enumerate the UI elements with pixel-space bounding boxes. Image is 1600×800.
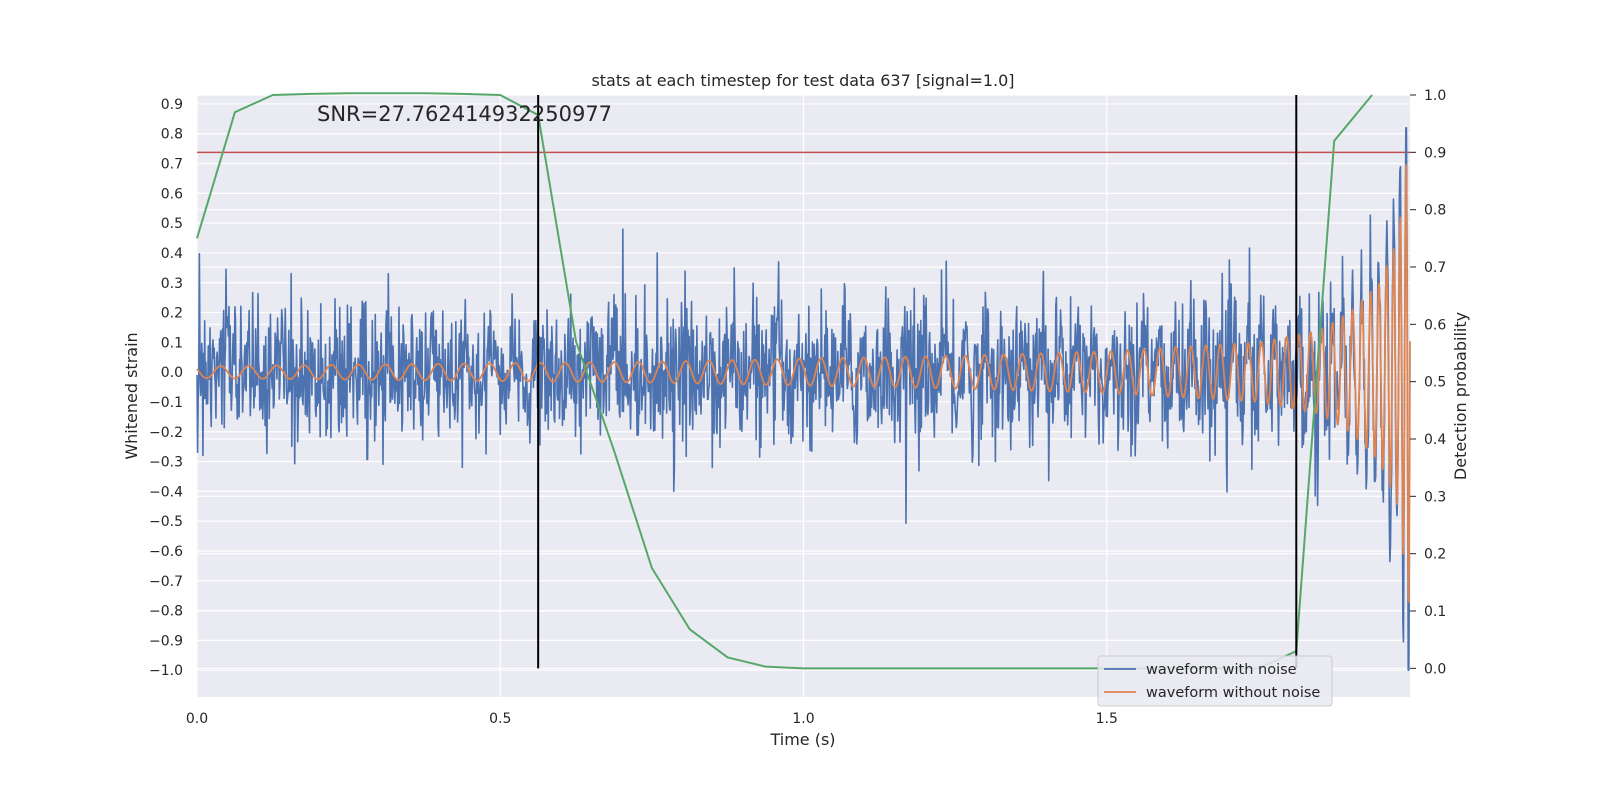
y-tick-label: 0.9 — [161, 97, 183, 113]
y-tick-label: 0.6 — [161, 186, 183, 202]
snr-annotation: SNR=27.762414932250977 — [317, 102, 612, 126]
legend: waveform with noise waveform without noi… — [1097, 655, 1333, 707]
y-tick-label: −0.9 — [149, 633, 183, 649]
y2-tick-label: 0.9 — [1424, 145, 1446, 161]
y-tick-label: −0.5 — [149, 514, 183, 530]
chart-title: stats at each timestep for test data 637… — [591, 71, 1014, 90]
y2-tick-label: 0.1 — [1424, 604, 1446, 620]
x-axis-ticks: 0.0 0.5 1.0 1.5 — [186, 711, 1118, 727]
legend-label-clean: waveform without noise — [1146, 685, 1320, 701]
y-tick-label: −0.2 — [149, 425, 183, 441]
y2-tick-label: 1.0 — [1424, 88, 1446, 104]
y-tick-label: −0.8 — [149, 604, 183, 620]
y-tick-label: −0.7 — [149, 574, 183, 590]
y-tick-label: −1.0 — [149, 663, 183, 679]
y-tick-label: −0.3 — [149, 455, 183, 471]
waveform-without-noise-line — [196, 163, 1411, 603]
y-tick-label: 0.2 — [161, 306, 183, 322]
y2-axis-ticks: 1.0 0.9 0.8 0.7 0.6 0.5 0.4 0.3 0.2 0.1 0.0 — [1410, 88, 1446, 677]
y-tick-label: 0.5 — [161, 216, 183, 232]
y2-tick-label: 0.0 — [1424, 661, 1446, 677]
y-tick-label: 0.1 — [161, 335, 183, 351]
x-tick-label: 0.0 — [186, 711, 208, 727]
waveform-without-noise-group — [196, 163, 1411, 603]
y2-tick-label: 0.3 — [1424, 489, 1446, 505]
y-axis-ticks: 0.9 0.8 0.7 0.6 0.5 0.4 0.3 0.2 0.1 0.0 −0.1 −0.2 −0… — [149, 97, 183, 679]
y-tick-label: 0.0 — [161, 365, 183, 381]
y-tick-label: 0.7 — [161, 157, 183, 173]
legend-label-noisy: waveform with noise — [1146, 662, 1297, 678]
legend-frame — [1097, 655, 1333, 707]
y2-axis-label: Detection probability — [1451, 312, 1470, 480]
waveform-with-noise-group — [196, 126, 1411, 671]
x-axis-label: Time (s) — [769, 730, 835, 749]
y2-tick-label: 0.6 — [1424, 317, 1446, 333]
y2-tick-label: 0.4 — [1424, 432, 1446, 448]
y-tick-label: −0.6 — [149, 544, 183, 560]
y2-tick-label: 0.8 — [1424, 203, 1446, 219]
y2-tick-label: 0.2 — [1424, 547, 1446, 563]
x-tick-label: 1.5 — [1096, 711, 1118, 727]
y-tick-label: 0.4 — [161, 246, 183, 262]
y-tick-label: 0.8 — [161, 127, 183, 143]
x-tick-label: 0.5 — [489, 711, 511, 727]
x-tick-label: 1.0 — [792, 711, 814, 727]
waveform-with-noise-line — [196, 126, 1411, 671]
marker-lines-group — [537, 95, 1298, 669]
y2-tick-label: 0.7 — [1424, 260, 1446, 276]
y-tick-label: −0.4 — [149, 484, 183, 500]
y-tick-label: 0.3 — [161, 276, 183, 292]
y-tick-label: −0.1 — [149, 395, 183, 411]
y-axis-label: Whitened strain — [122, 332, 141, 459]
y2-tick-label: 0.5 — [1424, 375, 1446, 391]
